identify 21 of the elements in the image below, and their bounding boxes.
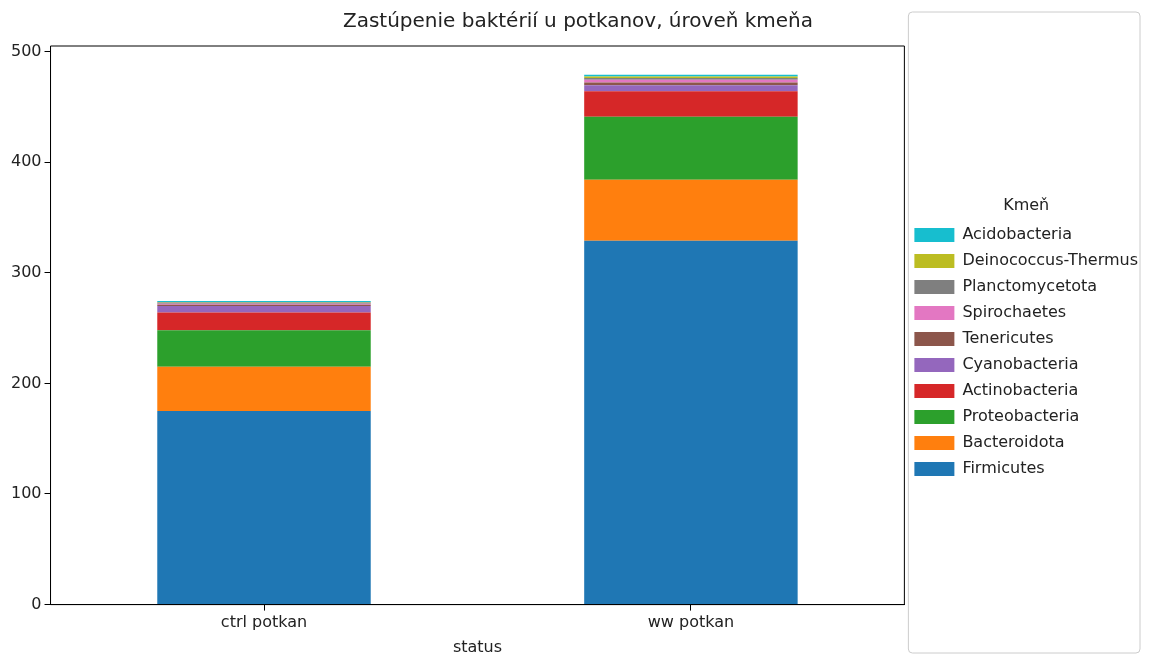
y-tick-label: 400 <box>10 151 42 171</box>
x-tick-label: ctrl potkan <box>220 612 308 632</box>
legend-label: Acidobacteria <box>962 224 1072 244</box>
y-tick-label: 200 <box>10 372 42 392</box>
legend-label: Firmicutes <box>962 458 1045 478</box>
legend-label: Tenericutes <box>961 328 1054 348</box>
chart-title: Zastúpenie baktérií u potkanov, úroveň kmeňa <box>342 8 814 33</box>
legend-title: Kmeň <box>1003 195 1050 215</box>
y-tick-label: 0 <box>31 593 42 613</box>
y-tick-label: 300 <box>10 261 42 281</box>
legend-label: Deinococcus-Thermus <box>962 250 1139 270</box>
legend-label: Bacteroidota <box>962 432 1065 452</box>
x-tick-label: ww potkan <box>647 612 735 632</box>
legend-label: Proteobacteria <box>962 406 1080 426</box>
legend-label: Cyanobacteria <box>962 354 1079 374</box>
legend-label: Spirochaetes <box>962 302 1067 322</box>
y-tick-label: 100 <box>10 483 42 503</box>
x-axis-title: status <box>452 636 503 656</box>
legend-label: Actinobacteria <box>962 380 1079 400</box>
legend-label: Planctomycetota <box>962 276 1098 296</box>
y-tick-label: 500 <box>10 40 42 60</box>
